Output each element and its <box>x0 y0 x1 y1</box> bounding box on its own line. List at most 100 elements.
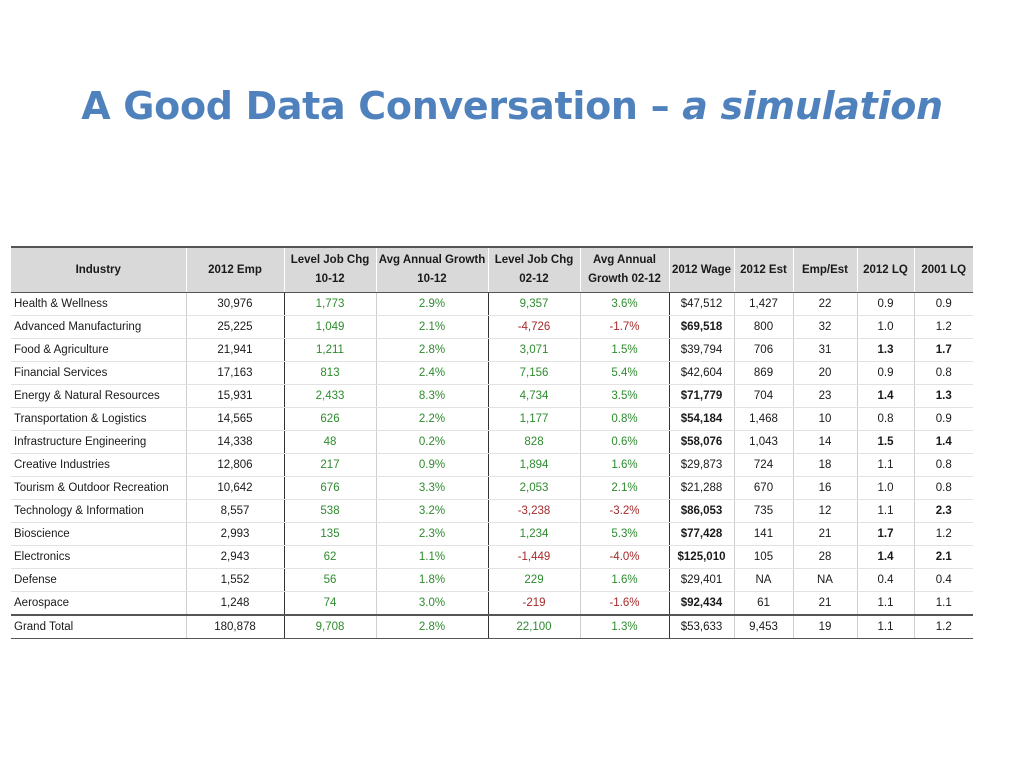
cell-avg-annual-growth-02-12: 3.5% <box>579 384 669 408</box>
cell-avg-annual-growth-10-12: 2.9% <box>375 292 488 316</box>
cell-level-job-chg-02-12: 3,071 <box>487 338 580 362</box>
cell-2001-lq: 0.8 <box>913 453 973 477</box>
cell-2012-emp: 25,225 <box>185 315 284 339</box>
cell-level-job-chg-10-12: 217 <box>283 453 376 477</box>
cell-avg-annual-growth-02-12: 1.5% <box>579 338 669 362</box>
table-row: Electronics 2,943 62 1.1% -1,449 -4.0% $125,01… <box>11 545 973 569</box>
cell-2012-lq: 1.7 <box>856 522 914 546</box>
cell-industry: Bioscience <box>11 522 186 546</box>
cell-2012-lq: 1.1 <box>856 453 914 477</box>
table-row: Food & Agriculture 21,941 1,211 2.8% 3,071 1.… <box>11 338 973 362</box>
cell-level-job-chg-02-12: 4,734 <box>487 384 580 408</box>
cell-avg-annual-growth-10-12: 1.8% <box>375 568 488 592</box>
cell-2012-lq: 0.4 <box>856 568 914 592</box>
cell-2012-wage: $71,779 <box>668 384 734 408</box>
slide-title-subtitle: a simulation <box>682 84 943 128</box>
cell-2012-lq: 1.0 <box>856 315 914 339</box>
header-avg-annual-growth-10-12: Avg Annual Growth 10-12 <box>375 246 488 293</box>
cell-2001-lq: 1.7 <box>913 338 973 362</box>
cell-level-job-chg-02-12: 1,234 <box>487 522 580 546</box>
cell-avg-annual-growth-10-12: 1.1% <box>375 545 488 569</box>
cell-avg-annual-growth-10-12: 2.8% <box>375 338 488 362</box>
cell-avg-annual-growth-02-12: 3.6% <box>579 292 669 316</box>
cell-avg-annual-growth-02-12: 0.6% <box>579 430 669 454</box>
cell-2012-emp: 1,248 <box>185 591 284 616</box>
slide-title-main: A Good Data Conversation – <box>81 84 683 128</box>
cell-2001-lq: 2.1 <box>913 545 973 569</box>
cell-2012-est: 141 <box>733 522 793 546</box>
cell-level-job-chg-02-12: 229 <box>487 568 580 592</box>
cell-emp-per-est: 18 <box>792 453 857 477</box>
cell-avg-annual-growth-10-12: 3.2% <box>375 499 488 523</box>
cell-level-job-chg-10-12: 538 <box>283 499 376 523</box>
cell-2012-lq: 1.1 <box>856 591 914 616</box>
cell-2012-emp: 8,557 <box>185 499 284 523</box>
cell-emp-per-est: 21 <box>792 591 857 616</box>
cell-2012-lq: 1.1 <box>856 499 914 523</box>
cell-2012-est: 61 <box>733 591 793 616</box>
cell-2012-est: 105 <box>733 545 793 569</box>
cell-industry: Electronics <box>11 545 186 569</box>
cell-level-job-chg-10-12: 74 <box>283 591 376 616</box>
table-row: Creative Industries 12,806 217 0.9% 1,894 1.6… <box>11 453 973 477</box>
cell-2012-emp: 2,943 <box>185 545 284 569</box>
cell-industry: Health & Wellness <box>11 292 186 316</box>
cell-2012-emp: 12,806 <box>185 453 284 477</box>
cell-avg-annual-growth-02-12: -1.7% <box>579 315 669 339</box>
cell-2012-est: NA <box>733 568 793 592</box>
cell-2012-wage: $29,401 <box>668 568 734 592</box>
cell-2012-wage: $29,873 <box>668 453 734 477</box>
cell-2012-est: 1,468 <box>733 407 793 431</box>
cell-emp-per-est: 10 <box>792 407 857 431</box>
header-2012-lq: 2012 LQ <box>856 246 914 293</box>
cell-2012-wage: $86,053 <box>668 499 734 523</box>
cell-2012-lq: 0.9 <box>856 361 914 385</box>
cell-level-job-chg-02-12: 1,894 <box>487 453 580 477</box>
header-avg-annual-growth-02-12: Avg Annual Growth 02-12 <box>579 246 669 293</box>
cell-2012-wage: $77,428 <box>668 522 734 546</box>
cell-level-job-chg-02-12: 9,357 <box>487 292 580 316</box>
cell-2001-lq: 1.1 <box>913 591 973 616</box>
cell-2012-lq: 1.5 <box>856 430 914 454</box>
cell-2012-est: 706 <box>733 338 793 362</box>
cell-industry: Tourism & Outdoor Recreation <box>11 476 186 500</box>
cell-level-job-chg-02-12: -3,238 <box>487 499 580 523</box>
cell-avg-annual-growth-10-12: 8.3% <box>375 384 488 408</box>
cell-2001-lq: 1.4 <box>913 430 973 454</box>
table-row: Technology & Information 8,557 538 3.2% -3,2… <box>11 499 973 523</box>
cell-level-job-chg-02-12: 2,053 <box>487 476 580 500</box>
cell-2001-lq: 0.8 <box>913 476 973 500</box>
cell-industry: Grand Total <box>11 614 186 639</box>
cell-emp-per-est: 32 <box>792 315 857 339</box>
cell-emp-per-est: 21 <box>792 522 857 546</box>
cell-2012-lq: 1.4 <box>856 545 914 569</box>
cell-2012-wage: $69,518 <box>668 315 734 339</box>
cell-2001-lq: 0.9 <box>913 292 973 316</box>
cell-avg-annual-growth-02-12: 5.3% <box>579 522 669 546</box>
cell-avg-annual-growth-10-12: 2.3% <box>375 522 488 546</box>
cell-2012-emp: 10,642 <box>185 476 284 500</box>
cell-industry: Aerospace <box>11 591 186 616</box>
table-header: Industry 2012 Emp Level Job Chg 10-12 Av… <box>11 246 973 293</box>
header-2001-lq: 2001 LQ <box>913 246 973 293</box>
header-emp-per-est: Emp/Est <box>792 246 857 293</box>
table-row: Bioscience 2,993 135 2.3% 1,234 5.3% $77,428 14… <box>11 522 973 546</box>
cell-industry: Advanced Manufacturing <box>11 315 186 339</box>
cell-emp-per-est: 14 <box>792 430 857 454</box>
cell-level-job-chg-10-12: 9,708 <box>283 614 376 639</box>
cell-level-job-chg-02-12: 22,100 <box>487 614 580 639</box>
cell-2012-est: 1,043 <box>733 430 793 454</box>
table-row: Financial Services 17,163 813 2.4% 7,156 5.4%… <box>11 361 973 385</box>
cell-avg-annual-growth-02-12: 1.6% <box>579 568 669 592</box>
cell-2001-lq: 1.3 <box>913 384 973 408</box>
cell-level-job-chg-10-12: 1,773 <box>283 292 376 316</box>
cell-2012-wage: $39,794 <box>668 338 734 362</box>
cell-2012-est: 1,427 <box>733 292 793 316</box>
cell-avg-annual-growth-02-12: -4.0% <box>579 545 669 569</box>
cell-level-job-chg-10-12: 56 <box>283 568 376 592</box>
cell-avg-annual-growth-10-12: 2.8% <box>375 614 488 639</box>
cell-2012-wage: $58,076 <box>668 430 734 454</box>
cell-level-job-chg-10-12: 2,433 <box>283 384 376 408</box>
cell-2012-wage: $92,434 <box>668 591 734 616</box>
cell-avg-annual-growth-02-12: -3.2% <box>579 499 669 523</box>
